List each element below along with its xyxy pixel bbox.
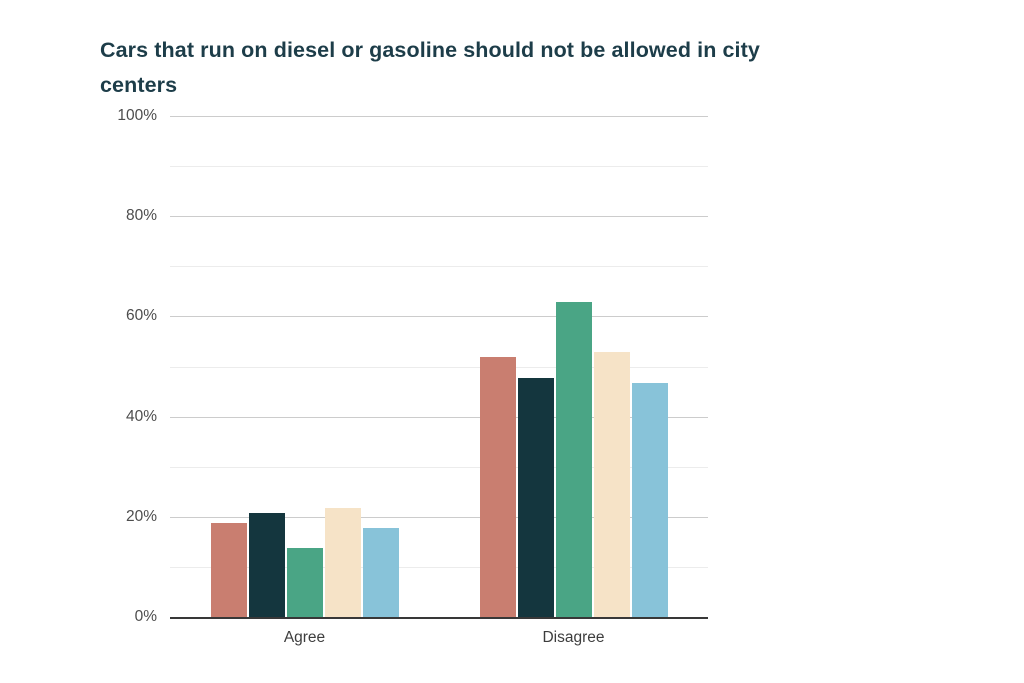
plot-area: 0% 20% 40% 60% 80% 100% Agree Disagree (117, 107, 708, 646)
y-tick-label-60: 60% (125, 307, 157, 325)
major-gridline-60 (170, 316, 708, 318)
y-tick-label-100: 100% (117, 107, 157, 124)
x-category-label-disagree: Disagree (542, 629, 605, 646)
bar-series-3-agree (286, 547, 323, 618)
bar-series-4-agree (324, 507, 361, 618)
minor-gridline-90 (170, 166, 708, 168)
bar-group-disagree (479, 302, 668, 618)
bar-series-1-disagree (479, 357, 516, 618)
major-gridline-80 (170, 216, 708, 218)
y-tick-label-40: 40% (125, 407, 157, 425)
major-gridline-100 (170, 116, 708, 117)
minor-gridline-50 (170, 366, 708, 368)
bar-series-5-agree (362, 527, 399, 618)
bar-series-3-disagree (555, 302, 592, 618)
major-gridline-20 (170, 516, 708, 518)
y-tick-label-80: 80% (125, 207, 157, 225)
bar-series-4-disagree (593, 352, 630, 618)
major-gridline-40 (170, 416, 708, 418)
x-category-label-agree: Agree (283, 629, 326, 646)
minor-gridline-10 (170, 566, 708, 568)
bar-series-2-agree (248, 512, 285, 618)
y-tick-label-0: 0% (134, 608, 157, 625)
minor-gridline-70 (170, 266, 708, 268)
minor-gridline-30 (170, 466, 708, 468)
x-axis-baseline (170, 617, 708, 619)
bar-series-2-disagree (517, 377, 554, 618)
chart-title: Cars that run on diesel or gasoline shou… (100, 38, 760, 97)
bar-series-5-disagree (631, 382, 668, 618)
y-tick-label-20: 20% (125, 507, 157, 525)
bar-group-agree (210, 507, 399, 618)
bar-series-1-agree (210, 522, 247, 618)
